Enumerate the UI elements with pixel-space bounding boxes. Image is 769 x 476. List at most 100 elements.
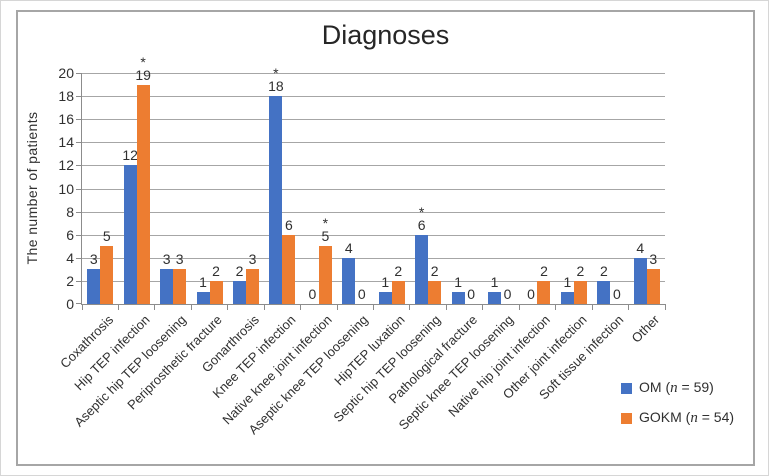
bar-gokm-6 [318,246,332,304]
bar-om-13 [560,292,574,304]
y-tick-label: 18 [58,88,74,105]
bar-value-label: 2 [431,263,439,279]
bar-om-1 [123,165,137,304]
bar-value-label: 0 [527,287,535,302]
bar-value-label: 6 [285,216,293,233]
bar-value-text: 4 [344,239,353,256]
x-axis-tick [81,304,83,310]
bar-value-label: 2 [235,262,244,279]
bar-value-label: * 5 [321,215,330,245]
bar-value-label: 0 [613,287,621,302]
y-tick-label: 12 [58,157,74,174]
x-axis-tick [628,304,630,310]
bar-value-text: 2 [235,262,244,279]
plot-area: 3 12 3 1 2 * 18 0 4 1 * 6 1 1 0 1 2 4 5 * 19 3 2 3 6 * 5 0 2 2 0 0 2 2 0 3 [76,55,666,310]
gridline [82,73,665,74]
bar-value-text: 19 [135,66,151,83]
bar-value-text: 3 [89,251,98,268]
bar-om-7 [342,257,356,304]
bar-value-text: 1 [381,274,390,291]
significance-star: * [140,53,146,70]
bar-value-label: 2 [394,263,402,279]
bar-value-text: 0 [612,286,621,302]
bar-value-label: 2 [212,262,220,279]
bar-value-label: 1 [381,275,389,290]
y-axis-tick [76,234,82,236]
bar-value-text: 0 [308,286,317,302]
bar-value-text: 3 [248,251,257,268]
significance-star: * [322,215,329,232]
bar-value-label: 3 [649,252,657,267]
bar-value-text: 5 [321,228,330,245]
bar-gokm-5 [282,234,296,304]
x-axis-tick [482,304,484,310]
bar-gokm-0 [100,246,114,304]
bar-value-text: 2 [212,262,220,279]
bar-value-text: 3 [175,251,184,268]
category-label: Other [628,312,663,346]
bar-value-text: 0 [467,286,475,302]
y-axis-tick [76,211,82,213]
bar-value-text: 1 [454,274,462,291]
bar-gokm-4 [245,269,259,304]
y-tick-label: 20 [58,65,74,81]
x-axis-tick [263,304,265,310]
bar-om-14 [597,280,611,304]
x-axis-tick [591,304,593,310]
bar-value-text: 1 [199,274,207,291]
bar-value-text: 6 [285,216,293,233]
y-tick-label: 10 [58,180,74,197]
bar-om-11 [488,292,502,304]
x-axis-category-labels: Coxathrosis Hip TEP infection Aseptic hip … [57,312,664,464]
chart-frame: Diagnoses The number of patients 0 2 4 6 8 10… [16,10,755,466]
y-axis-tick [76,280,82,282]
x-axis-tick [227,304,229,310]
bar-value-text: 6 [417,216,426,233]
y-axis-tick [76,257,82,259]
bar-value-label: 12 [122,148,138,163]
x-axis-tick [373,304,374,310]
y-axis-tick [76,73,82,74]
gridline [82,257,665,259]
x-axis-tick [518,304,520,310]
bar-value-label: 0 [358,287,366,302]
bar-om-8 [378,292,392,304]
bar-value-text: 3 [649,251,658,268]
y-axis-tick [76,96,82,98]
bar-value-label: * 6 [417,205,426,233]
bar-value-text: 12 [122,147,138,164]
y-tick-label: 2 [66,272,74,289]
bar-value-label: 0 [308,287,316,302]
y-axis-tick [76,165,82,167]
bar-value-text: 0 [503,286,512,302]
bar-om-9 [415,234,429,304]
bar-value-text: 0 [357,286,366,302]
y-axis-tick [76,142,82,144]
bar-value-label: 5 [103,229,111,244]
bar-gokm-3 [209,280,223,304]
bar-value-text: 4 [636,239,645,256]
bar-gokm-15 [646,269,660,304]
bar-gokm-1 [136,84,150,304]
bar-value-text: 1 [490,274,499,291]
legend: OM (n = 59) GOKM (n = 54) [621,379,734,439]
bar-om-2 [160,269,174,304]
significance-star: * [273,65,279,82]
bar-value-label: 3 [249,252,257,267]
x-axis-tick [190,304,192,310]
bar-value-text: 5 [102,228,111,245]
legend-label: OM (n = 59) [639,379,714,396]
bar-value-label: * 18 [268,65,284,94]
bar-value-label: 3 [90,252,98,267]
bar-om-3 [196,292,210,304]
y-tick-label: 6 [66,226,74,243]
bar-gokm-2 [173,269,187,304]
gridline [82,165,665,167]
bar-om-4 [232,280,246,304]
bar-value-label: 3 [176,252,184,267]
x-axis-tick [336,304,338,310]
x-axis-tick [300,304,302,310]
bar-gokm-13 [573,280,587,304]
y-tick-label: 16 [58,111,74,128]
